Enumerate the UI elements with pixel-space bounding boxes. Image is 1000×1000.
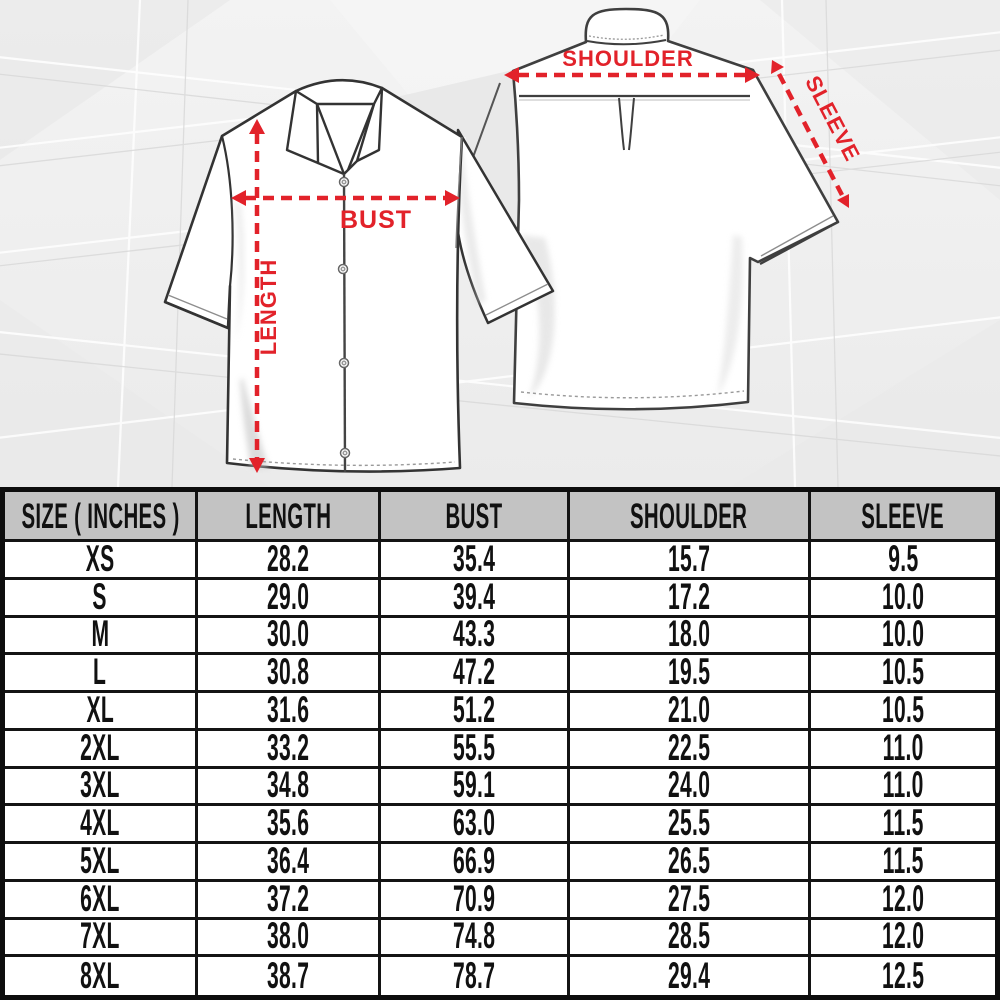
size-cell: XS [5,542,199,580]
measurement-cell: 9.5 [810,542,995,580]
arrowhead [249,119,265,134]
measurement-cell: 36.4 [198,844,382,882]
arrowhead [445,190,460,206]
camp-collar [285,86,384,176]
measurement-cell: 18.0 [570,617,811,656]
column-header-sleeve: SLEEVE [810,492,995,542]
measurement-cell: 26.5 [570,844,811,882]
measurement-cell: 19.5 [570,655,811,693]
size-cell: 7XL [5,919,199,958]
measurement-cell: 21.0 [570,693,811,731]
measurement-cell: 11.0 [810,730,995,769]
measurement-cell: 10.0 [810,617,995,656]
measurement-cell: 30.0 [198,617,382,656]
column-header-bust: BUST [381,492,571,542]
size-cell: 6XL [5,881,199,920]
measurement-cell: 12.5 [810,957,995,995]
arrowhead [745,67,760,83]
measurement-cell: 10.5 [810,655,995,693]
measurement-cell: 51.2 [381,693,571,731]
measurement-cell: 27.5 [570,881,811,920]
front-shirt-outline [163,78,464,473]
measurement-cell: 12.0 [810,919,995,958]
measurement-cell: 24.0 [570,768,811,807]
measurement-cell: 29.4 [570,957,811,995]
column-header-length: LENGTH [198,492,382,542]
measurement-cell: 28.5 [570,919,811,958]
measurement-cell: 25.5 [570,806,811,844]
size-diagram: BUST LENGTH SHOULDER SLEEVE [0,0,1000,487]
size-chart-table: SIZE ( INCHES ) LENGTH BUST SHOULDER SLE… [0,487,1000,1000]
arrowhead [837,194,849,208]
measurement-cell: 11.5 [810,844,995,882]
size-cell: M [5,617,199,656]
measurement-cell: 39.4 [381,579,571,618]
measurement-cell: 59.1 [381,768,571,807]
length-label: LENGTH [256,259,281,355]
measurement-cell: 11.0 [810,768,995,807]
measurement-cell: 12.0 [810,881,995,920]
measurement-cell: 63.0 [381,806,571,844]
size-cell: XL [5,693,199,731]
size-cell: 4XL [5,806,199,844]
measurement-cell: 10.5 [810,693,995,731]
arrowhead [504,67,519,83]
measurement-cell: 31.6 [198,693,382,731]
arrowhead [249,458,265,473]
buttons [337,176,351,459]
size-cell: 5XL [5,844,199,882]
measurement-cell: 35.6 [198,806,382,844]
measurement-cell: 35.4 [381,542,571,580]
size-cell: 8XL [5,957,199,995]
measurement-cell: 38.7 [198,957,382,995]
measurement-cell: 66.9 [381,844,571,882]
measurement-cell: 43.3 [381,617,571,656]
measurement-cell: 38.0 [198,919,382,958]
back-shirt-outline [511,7,840,411]
measurement-cell: 29.0 [198,579,382,618]
measurement-cell: 28.2 [198,542,382,580]
column-header-size: SIZE ( INCHES ) [5,492,199,542]
arrowhead [771,60,784,74]
bust-label: BUST [340,206,412,234]
measurement-cell: 55.5 [381,730,571,769]
measurement-cell: 17.2 [570,579,811,618]
size-cell: 3XL [5,768,199,807]
measurement-cell: 15.7 [570,542,811,580]
measurement-cell: 30.8 [198,655,382,693]
shirt-front-view [163,78,555,473]
measurement-cell: 74.8 [381,919,571,958]
size-cell: 2XL [5,730,199,769]
measurement-cell: 37.2 [198,881,382,920]
size-cell: S [5,579,199,618]
measurement-cell: 78.7 [381,957,571,995]
column-header-shoulder: SHOULDER [570,492,811,542]
size-cell: L [5,655,199,693]
measurement-cell: 34.8 [198,768,382,807]
measurement-cell: 33.2 [198,730,382,769]
measurement-cell: 70.9 [381,881,571,920]
shoulder-label: SHOULDER [562,46,693,71]
measurement-cell: 22.5 [570,730,811,769]
measurement-cell: 47.2 [381,655,571,693]
arrowhead [231,190,246,206]
measurement-cell: 11.5 [810,806,995,844]
measurement-cell: 10.0 [810,579,995,618]
